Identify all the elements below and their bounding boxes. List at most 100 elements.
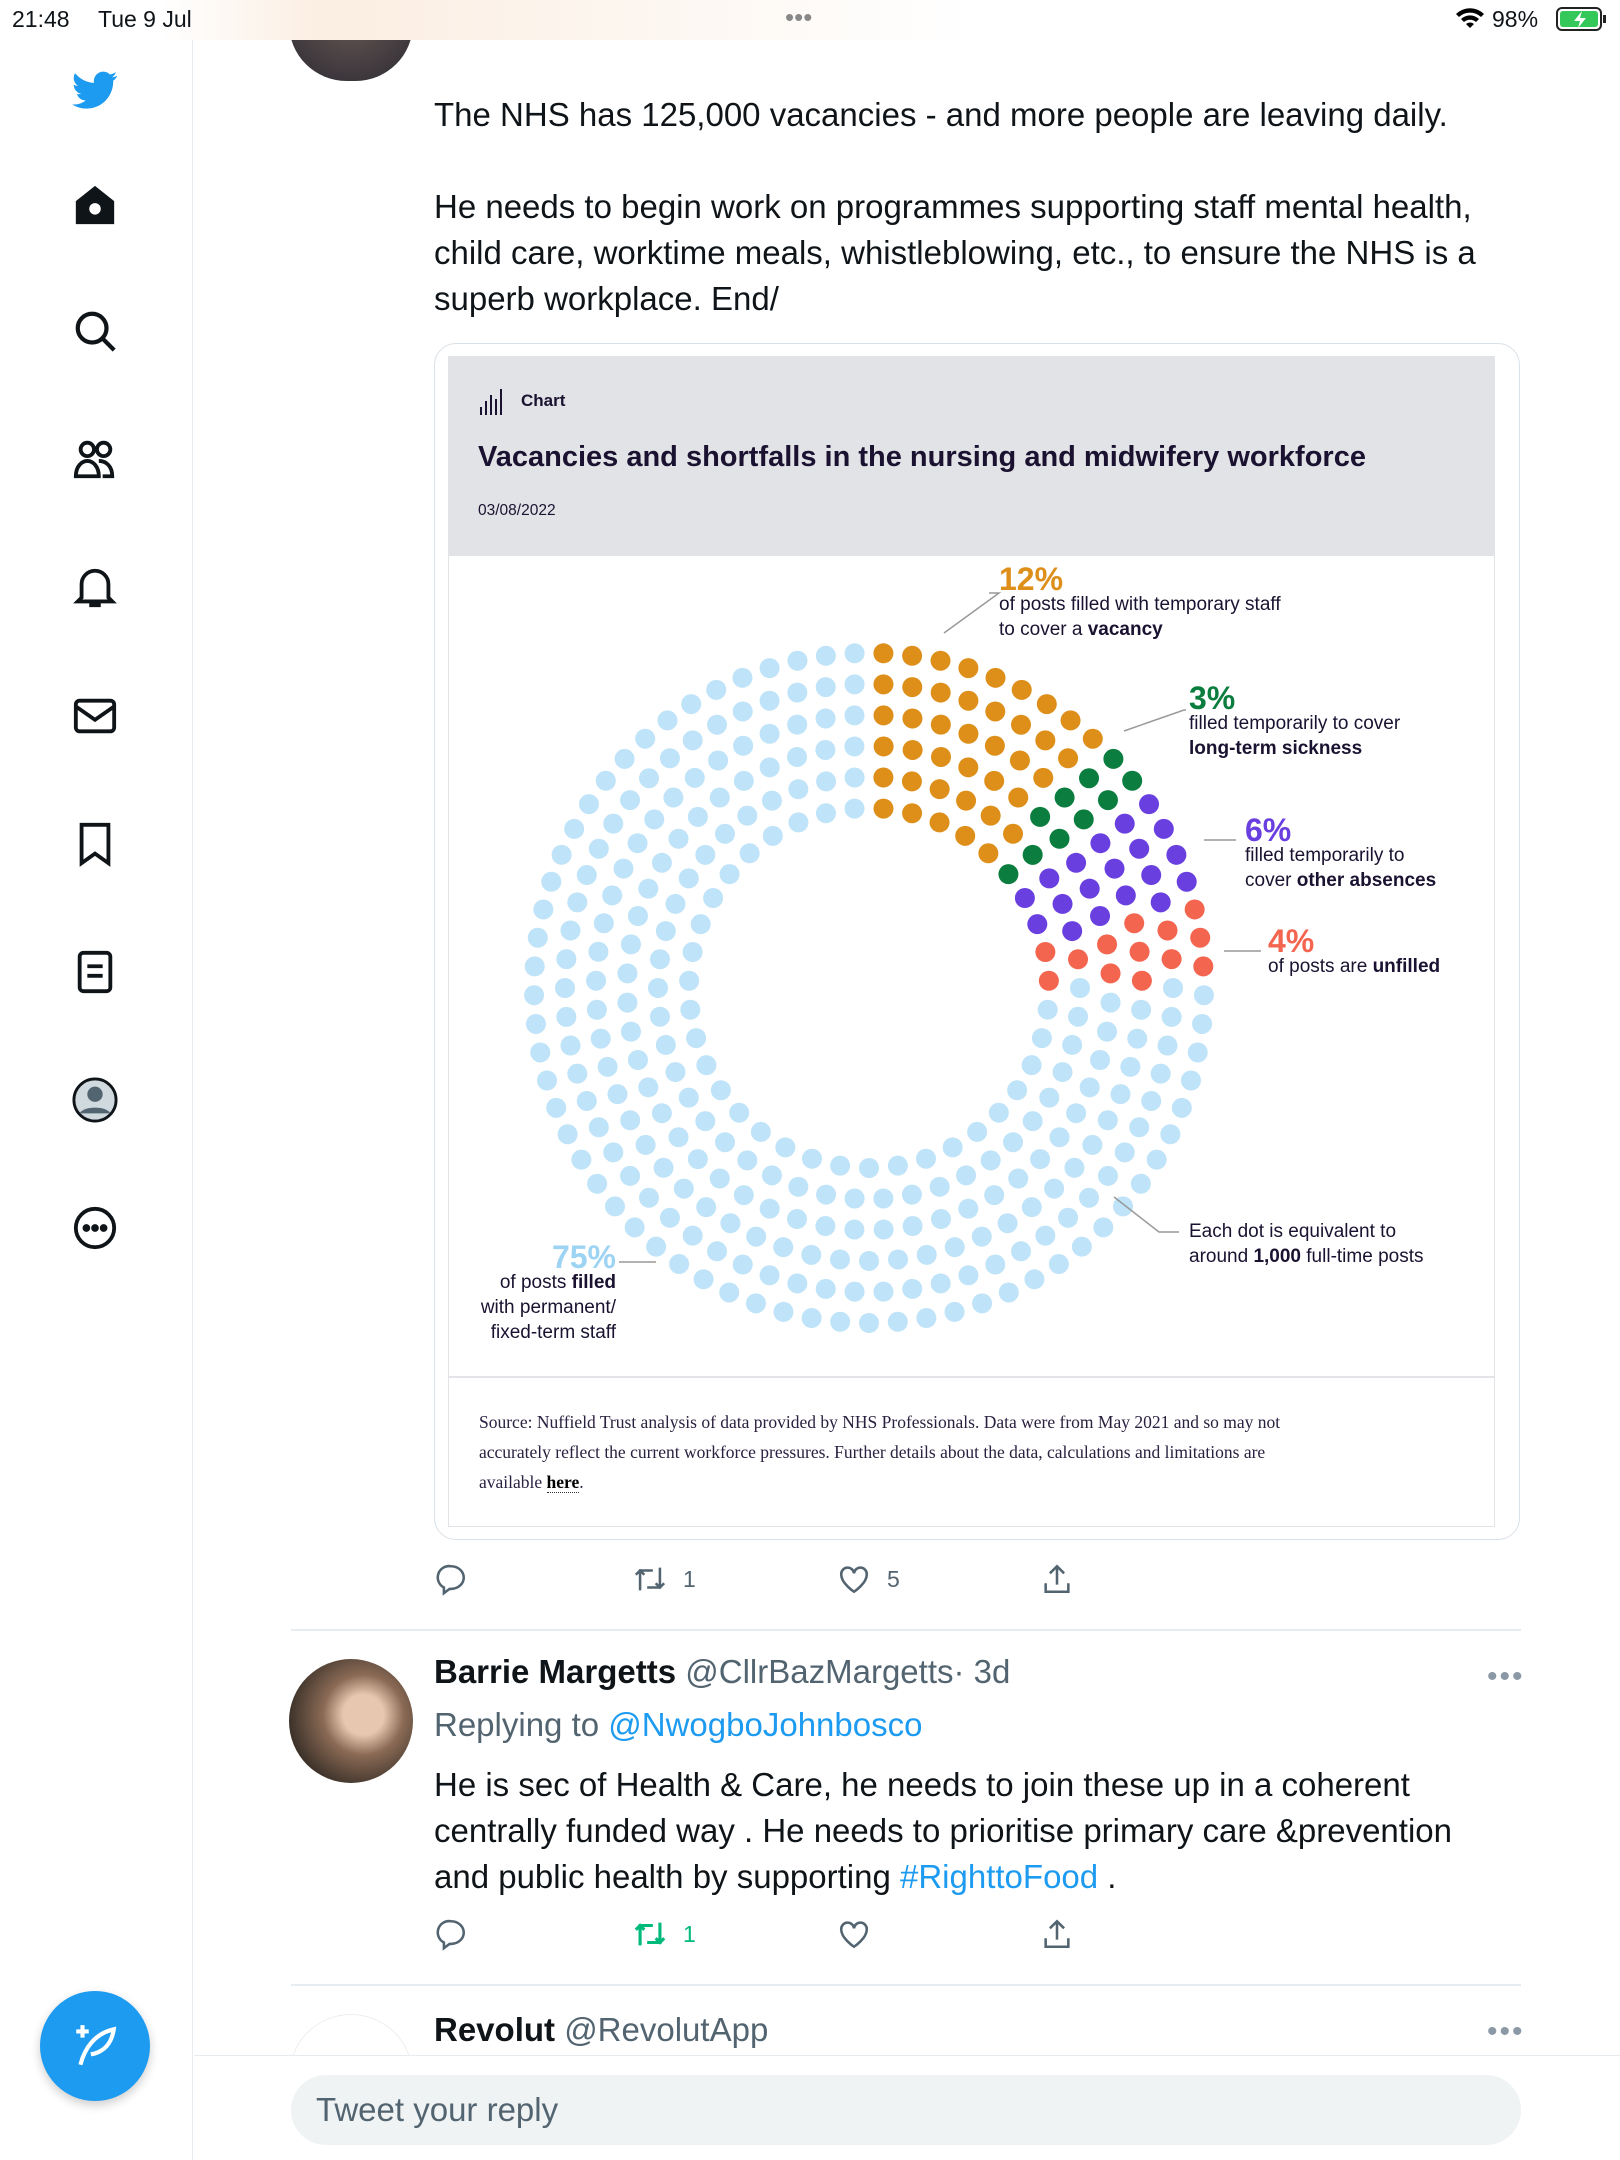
share-button[interactable] xyxy=(1040,1917,1074,1951)
compose-tweet-button[interactable] xyxy=(40,1991,150,2101)
chart-dot xyxy=(1124,913,1145,934)
chart-dot xyxy=(1003,1132,1024,1153)
replying-to: Replying to @NwogboJohnbosco xyxy=(434,1702,922,1748)
label-line: filled temporarily to xyxy=(1245,845,1405,866)
chart-dot xyxy=(859,1158,879,1178)
chart-dot xyxy=(1141,865,1162,886)
chart-dot xyxy=(1166,844,1187,865)
author-name[interactable]: Barrie Margetts xyxy=(434,1653,677,1690)
chart-dot xyxy=(980,805,1001,826)
source-here-link[interactable]: here xyxy=(546,1472,580,1493)
chart-dot xyxy=(1146,1149,1167,1170)
reply-button[interactable] xyxy=(434,1562,468,1596)
chart-dot xyxy=(929,812,950,833)
chart-dot xyxy=(665,1062,686,1083)
chart-dot xyxy=(1035,1225,1056,1246)
chart-dot xyxy=(984,735,1005,756)
retweet-button[interactable]: 1 xyxy=(633,1562,696,1596)
chart-dot xyxy=(588,1117,609,1138)
chart-dot xyxy=(1079,768,1100,789)
chart-date: 03/08/2022 xyxy=(478,502,556,519)
like-button[interactable]: 5 xyxy=(837,1562,900,1596)
chart-dot xyxy=(873,767,894,788)
divider xyxy=(291,1629,1521,1631)
hashtag-link[interactable]: #RighttoFood xyxy=(900,1858,1099,1895)
chart-dot xyxy=(958,1198,979,1219)
compose-feather-icon xyxy=(76,2025,117,2066)
chart-dot xyxy=(815,1216,836,1237)
chart-dot xyxy=(788,779,809,800)
chart-dot xyxy=(1090,833,1111,854)
reply-input[interactable]: Tweet your reply xyxy=(291,2075,1521,2145)
heart-icon xyxy=(839,1566,869,1594)
chart-dot xyxy=(1054,787,1075,808)
status-date: Tue 9 Jul xyxy=(98,6,192,32)
chart-dot xyxy=(653,1157,674,1178)
avatar-barrie-margetts[interactable] xyxy=(289,1659,413,1783)
twitter-logo-icon[interactable] xyxy=(70,65,120,115)
chart-card[interactable] xyxy=(434,343,1520,1540)
more-menu-button[interactable]: ••• xyxy=(1487,1660,1525,1693)
chart-dot xyxy=(657,710,678,731)
chart-dot xyxy=(759,723,780,744)
chart-dot xyxy=(1030,806,1051,827)
chart-dot xyxy=(644,809,665,830)
chart-dot xyxy=(665,893,686,914)
chart-dot xyxy=(739,843,760,864)
author-name[interactable]: Revolut xyxy=(434,2011,556,2048)
chart-dot xyxy=(1163,978,1183,998)
more-menu-button[interactable]: ••• xyxy=(1487,2015,1525,2048)
chart-dot xyxy=(1114,1142,1135,1163)
search-icon[interactable] xyxy=(70,306,120,356)
chart-dot xyxy=(620,1021,641,1042)
chart-dot xyxy=(696,1055,717,1076)
home-icon[interactable] xyxy=(70,180,120,230)
chart-dot xyxy=(985,667,1006,688)
chart-dot xyxy=(1090,1049,1111,1070)
notifications-bell-icon[interactable] xyxy=(70,563,120,613)
chart-dot xyxy=(844,1219,865,1240)
dot-donut-chart xyxy=(524,592,1261,1333)
lists-icon[interactable] xyxy=(70,947,120,997)
share-button[interactable] xyxy=(1040,1562,1074,1596)
chart-dot xyxy=(1171,1097,1192,1118)
chart-dot xyxy=(617,992,638,1013)
chart-dot xyxy=(703,888,724,908)
communities-icon[interactable] xyxy=(70,434,120,484)
chart-dot xyxy=(873,1219,894,1240)
tweet-time: · 3d xyxy=(953,1653,1011,1690)
chart-dot xyxy=(1052,893,1073,914)
messages-mail-icon[interactable] xyxy=(70,691,120,741)
chart-dot xyxy=(1058,748,1079,769)
more-options-icon[interactable] xyxy=(70,1203,120,1253)
author-handle[interactable]: @CllrBazMargetts xyxy=(685,1653,954,1690)
chart-dot xyxy=(873,736,894,757)
profile-avatar-icon[interactable] xyxy=(70,1075,120,1125)
chart-dot xyxy=(1114,813,1135,834)
chart-dot xyxy=(560,920,581,941)
pct-label: 3% xyxy=(1189,680,1236,716)
tweet-line: . xyxy=(1098,1858,1117,1895)
like-button[interactable] xyxy=(837,1917,871,1951)
chart-dot xyxy=(759,690,780,711)
chart-dot xyxy=(1176,871,1197,892)
bookmark-icon[interactable] xyxy=(70,819,120,869)
battery-percent: 98% xyxy=(1492,6,1539,32)
chart-dot xyxy=(773,1301,794,1322)
replying-to-link[interactable]: @NwogboJohnbosco xyxy=(608,1706,923,1743)
chart-dot xyxy=(1022,844,1043,865)
reply-icon xyxy=(436,1564,466,1596)
reply-button[interactable] xyxy=(434,1917,468,1951)
chart-dot xyxy=(1157,1035,1178,1056)
multitask-dots[interactable]: ••• xyxy=(785,2,813,32)
chart-dot xyxy=(844,1281,865,1302)
retweet-button[interactable]: 1 xyxy=(633,1917,696,1951)
chart-dot xyxy=(695,1111,716,1132)
battery-icon xyxy=(1556,7,1606,31)
label-line: of posts xyxy=(499,1272,572,1293)
author-handle[interactable]: @RevolutApp xyxy=(564,2011,769,2048)
chart-dot xyxy=(787,746,808,767)
chart-source: Source: Nuffield Trust analysis of data … xyxy=(479,1407,1280,1497)
chart-dot xyxy=(1150,892,1171,913)
chart-dot xyxy=(1093,1217,1114,1238)
